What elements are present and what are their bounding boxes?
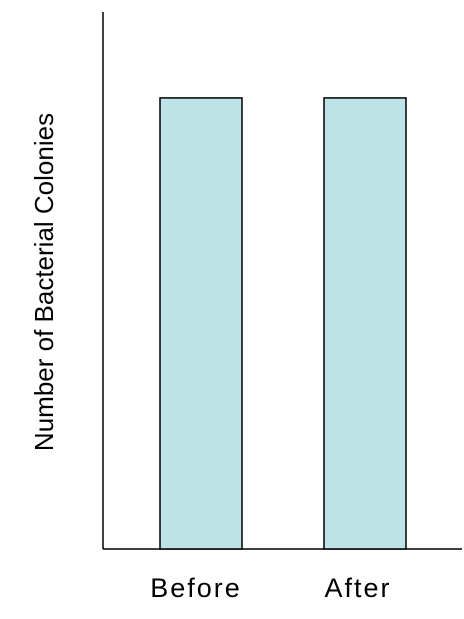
- bars-group: [159, 97, 407, 550]
- x-tick-label-before: Before: [150, 573, 242, 603]
- x-tick-labels: Before After: [150, 573, 391, 603]
- x-tick-label-after: After: [324, 573, 391, 603]
- bar-after: [323, 97, 407, 550]
- bar-before: [159, 97, 243, 550]
- y-axis-label: Number of Bacterial Colonies: [29, 113, 59, 451]
